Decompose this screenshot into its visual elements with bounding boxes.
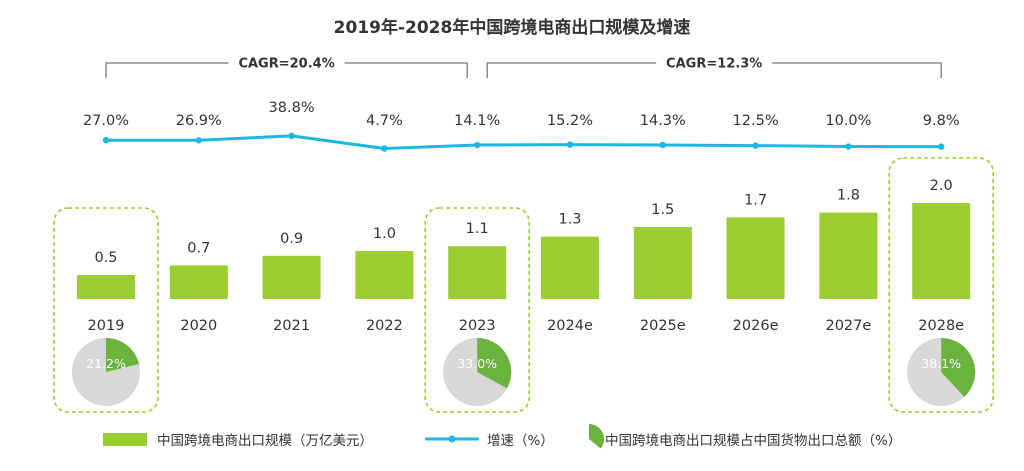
category-label: 2027e xyxy=(825,318,871,334)
legend-line-label: 增速（%） xyxy=(487,433,554,449)
pie-value-label: 33.0% xyxy=(457,356,497,371)
growth-point xyxy=(752,142,759,149)
bar-2027e xyxy=(819,212,878,299)
bar-2019 xyxy=(77,275,135,299)
bar-2024e xyxy=(541,236,599,299)
pie-slice-2023 xyxy=(477,338,512,389)
highlight-box-2028e xyxy=(888,157,995,413)
bar-value-label: 0.5 xyxy=(94,250,117,266)
legend: 中国跨境电商出口规模（万亿美元） 增速（%） 中国跨境电商出口规模占中国货物出口… xyxy=(103,424,901,449)
category-label: 2024e xyxy=(547,318,593,334)
growth-point xyxy=(195,137,202,144)
bar-value-label: 1.7 xyxy=(744,192,767,208)
cagr-annotations: CAGR=20.4% CAGR=12.3% xyxy=(105,57,942,78)
bar-value-label: 0.9 xyxy=(280,231,303,247)
growth-point xyxy=(566,141,574,148)
chart-title: 2019年-2028年中国跨境电商出口规模及增速 xyxy=(334,17,691,38)
pie-value-label: 38.1% xyxy=(921,356,961,371)
bar-value-label: 1.5 xyxy=(651,202,674,218)
growth-point xyxy=(288,132,295,140)
cagr-bracket-left xyxy=(105,62,229,78)
highlight-box-2023 xyxy=(424,207,531,413)
growth-value-label: 38.8% xyxy=(269,100,315,116)
cagr-bracket-left xyxy=(486,62,657,78)
growth-line xyxy=(105,134,942,151)
growth-value-label: 14.3% xyxy=(640,113,686,129)
pie-slice-2019 xyxy=(106,338,140,372)
growth-value-label: 15.2% xyxy=(547,113,593,129)
category-label: 2021 xyxy=(273,318,310,334)
highlight-box-2019 xyxy=(53,207,159,413)
growth-point xyxy=(381,145,388,152)
growth-point xyxy=(659,141,666,149)
growth-value-label: 26.9% xyxy=(176,113,222,129)
category-label: 2028e xyxy=(918,318,964,334)
category-label: 2023 xyxy=(459,318,496,334)
pie-value-label: 21.2% xyxy=(86,356,126,371)
legend-bar-label: 中国跨境电商出口规模（万亿美元） xyxy=(157,433,373,449)
bar-value-label: 1.3 xyxy=(558,212,581,228)
bar-value-label: 1.0 xyxy=(373,226,396,242)
bar-series: 0.5 2019 0.7 2020 0.9 2021 1.0 2022 1.1 2023 1.3 20… xyxy=(77,178,971,334)
growth-point xyxy=(938,143,945,150)
category-label: 2025e xyxy=(640,318,686,334)
bar-value-label: 1.8 xyxy=(837,188,860,204)
legend-pie-swatch xyxy=(589,424,605,449)
highlight-boxes xyxy=(53,157,995,413)
legend-line-marker xyxy=(448,435,456,443)
bar-value-label: 0.7 xyxy=(187,240,210,256)
bar-value-label: 2.0 xyxy=(930,178,953,194)
growth-value-label: 27.0% xyxy=(83,113,129,129)
growth-value-label: 14.1% xyxy=(454,113,500,129)
cagr-bracket-right xyxy=(772,62,942,78)
bar-2020 xyxy=(169,265,228,299)
pie-series: 21.2% 33.0% 38.1% xyxy=(72,338,976,406)
category-label: 2020 xyxy=(180,318,217,334)
bar-2022 xyxy=(355,251,414,299)
category-label: 2019 xyxy=(88,318,125,334)
bar-2026e xyxy=(726,217,785,299)
bar-2025e xyxy=(633,227,692,299)
growth-value-label: 10.0% xyxy=(825,113,871,129)
category-label: 2022 xyxy=(366,318,403,334)
bar-value-label: 1.1 xyxy=(466,221,489,237)
growth-value-label: 4.7% xyxy=(366,113,403,129)
growth-value-label: 12.5% xyxy=(733,113,779,129)
growth-point xyxy=(845,143,852,150)
pie-slice-2028e xyxy=(941,338,976,397)
cagr-label: CAGR=20.4% xyxy=(238,57,334,72)
growth-point xyxy=(102,137,110,144)
bar-2021 xyxy=(262,255,321,299)
growth-line-series: 27.0% 26.9% 38.8% 4.7% 14.1% 15.2% 14.3% 12.5% 1… xyxy=(83,100,960,152)
bar-2023 xyxy=(448,246,507,299)
category-label: 2026e xyxy=(733,318,779,334)
bar-2028e xyxy=(912,203,971,299)
cagr-bracket-right xyxy=(344,62,468,78)
legend-bar-swatch xyxy=(103,433,147,446)
growth-value-label: 9.8% xyxy=(923,113,960,129)
cagr-label: CAGR=12.3% xyxy=(666,57,762,72)
growth-point xyxy=(474,141,481,149)
legend-pie-label: 中国跨境电商出口规模占中国货物出口总额（%） xyxy=(605,432,901,449)
